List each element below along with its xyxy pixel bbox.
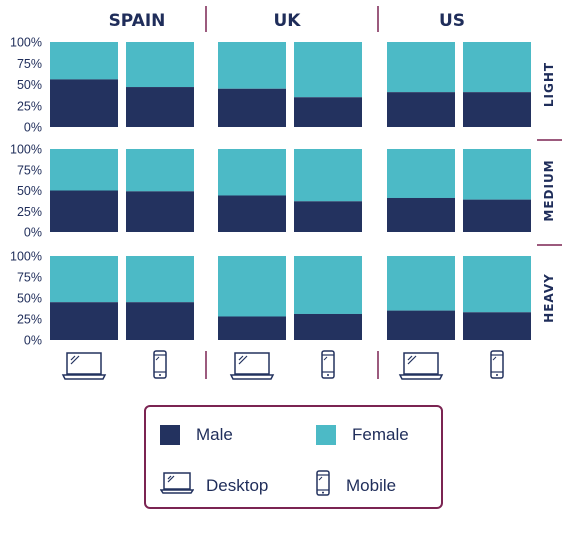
bar-male-medium-uk-mobile (294, 201, 362, 232)
bar-male-heavy-us-mobile (463, 312, 531, 340)
mobile-icon (490, 350, 504, 379)
y-tick-label: 75% (17, 163, 42, 177)
bar-male-heavy-uk-mobile (294, 313, 362, 340)
bar-female-light-us-mobile (463, 42, 531, 93)
bar-male-medium-spain-mobile (126, 191, 194, 232)
bar-male-light-spain-mobile (126, 87, 194, 127)
y-tick-label: 100% (10, 36, 42, 50)
bar-male-light-us-mobile (463, 92, 531, 127)
column-label-spain: SPAIN (109, 11, 166, 31)
legend: Male Female Desktop Mobile (144, 405, 443, 509)
y-tick-label: 25% (17, 205, 42, 219)
legend-item-mobile: Mobile (316, 470, 396, 501)
legend-item-female: Female (316, 425, 409, 445)
bar-female-medium-spain-mobile (126, 149, 194, 192)
y-tick-label: 25% (17, 99, 42, 113)
legend-item-male: Male (160, 425, 233, 445)
legend-label-desktop: Desktop (206, 475, 269, 495)
mobile-icon (321, 350, 335, 379)
desktop-icon (398, 352, 444, 380)
mobile-icon (153, 350, 167, 379)
legend-label-male: Male (196, 425, 233, 444)
row-label-medium: MEDIUM (542, 159, 556, 221)
legend-item-desktop: Desktop (159, 472, 269, 499)
bar-female-light-spain-mobile (126, 42, 194, 88)
bar-male-heavy-uk-desktop (218, 316, 286, 340)
bar-male-light-uk-mobile (294, 97, 362, 127)
female-swatch (316, 425, 336, 445)
bar-female-heavy-uk-desktop (218, 256, 286, 317)
bar-female-heavy-us-desktop (387, 256, 455, 311)
bar-female-heavy-spain-desktop (50, 256, 118, 303)
y-tick-label: 0% (24, 226, 42, 240)
y-tick-label: 50% (17, 184, 42, 198)
bar-female-light-uk-desktop (218, 42, 286, 89)
bar-male-light-spain-desktop (50, 79, 118, 127)
legend-label-mobile: Mobile (346, 475, 397, 495)
desktop-icon (229, 352, 275, 380)
y-tick-label: 75% (17, 57, 42, 71)
bar-female-medium-us-mobile (463, 149, 531, 200)
bar-female-medium-uk-mobile (294, 149, 362, 202)
y-tick-label: 50% (17, 78, 42, 92)
y-tick-label: 0% (24, 121, 42, 135)
male-swatch (160, 425, 180, 445)
bar-female-medium-us-desktop (387, 149, 455, 198)
bar-female-light-uk-mobile (294, 42, 362, 98)
bar-male-heavy-us-desktop (387, 310, 455, 340)
row-label-heavy: HEAVY (542, 273, 556, 323)
y-tick-label: 100% (10, 143, 42, 157)
row-label-light: LIGHT (542, 62, 556, 107)
bar-female-medium-spain-desktop (50, 149, 118, 191)
y-tick-label: 0% (24, 334, 42, 348)
bar-female-medium-uk-desktop (218, 149, 286, 196)
bar-male-heavy-spain-mobile (126, 302, 194, 340)
bar-female-heavy-us-mobile (463, 256, 531, 313)
column-label-us: US (439, 11, 465, 31)
bar-male-heavy-spain-desktop (50, 302, 118, 340)
y-tick-label: 75% (17, 271, 42, 285)
bar-male-medium-spain-desktop (50, 190, 118, 232)
y-tick-label: 25% (17, 313, 42, 327)
bar-male-light-us-desktop (387, 92, 455, 127)
legend-label-female: Female (352, 425, 409, 444)
bar-male-light-uk-desktop (218, 88, 286, 127)
bar-female-light-spain-desktop (50, 42, 118, 80)
mobile-icon (316, 470, 330, 501)
y-tick-label: 50% (17, 292, 42, 306)
stacked-bar-chart: SPAIN UK US 100% 75% 50% 25% 0% LIGHT 100% 75% 50% 2… (10, 6, 562, 380)
bar-female-heavy-spain-mobile (126, 256, 194, 303)
column-label-uk: UK (274, 11, 302, 31)
bar-female-heavy-uk-mobile (294, 256, 362, 314)
bar-female-light-us-desktop (387, 42, 455, 93)
bar-male-medium-uk-desktop (218, 195, 286, 232)
desktop-icon (159, 472, 195, 499)
y-tick-label: 100% (10, 250, 42, 264)
bar-male-medium-us-mobile (463, 199, 531, 232)
bar-male-medium-us-desktop (387, 197, 455, 232)
desktop-icon (61, 352, 107, 380)
